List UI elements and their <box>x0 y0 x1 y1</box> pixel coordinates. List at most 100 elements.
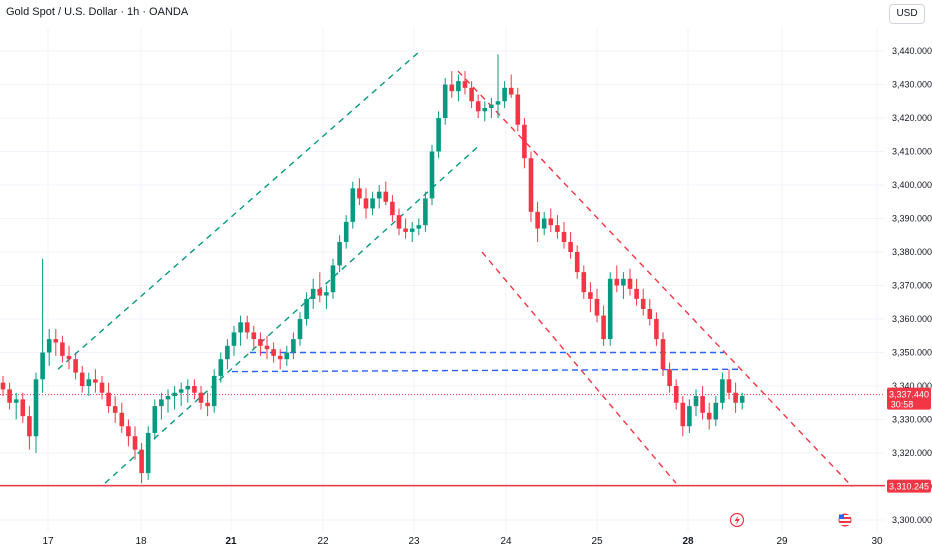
candle <box>40 258 45 393</box>
candles <box>0 54 745 484</box>
flag-icon-stripe <box>839 515 851 517</box>
x-tick-label: 23 <box>408 536 420 547</box>
support-badge-bg <box>887 479 931 493</box>
y-tick-label: 3,330.000 <box>892 415 932 425</box>
candle-body <box>251 332 257 340</box>
candle <box>574 245 580 279</box>
candle <box>720 372 725 410</box>
candle-body <box>218 359 224 376</box>
y-tick-label: 3,320.000 <box>892 448 932 458</box>
candle <box>680 396 686 437</box>
candle-body <box>522 124 527 159</box>
descending-channel-upper[interactable] <box>457 70 853 487</box>
candle <box>423 191 428 232</box>
candle <box>284 345 290 366</box>
candle-body <box>13 399 19 403</box>
candle-body <box>634 288 639 299</box>
candle <box>528 151 534 222</box>
candle <box>244 315 250 340</box>
candle <box>238 315 243 346</box>
candle <box>126 419 131 447</box>
y-tick-label: 3,360.000 <box>892 314 932 324</box>
candle <box>317 272 323 303</box>
x-tick-label: 22 <box>317 536 329 547</box>
lightning-icon[interactable] <box>729 512 745 528</box>
candle <box>693 389 699 417</box>
candle <box>436 111 441 159</box>
candle-body <box>436 118 441 152</box>
candle <box>304 292 309 326</box>
event-icons[interactable] <box>729 512 852 528</box>
candle-body <box>390 201 395 216</box>
candle <box>132 426 138 460</box>
candle-body <box>79 372 85 386</box>
candle-body <box>640 298 646 309</box>
candle-body <box>60 342 65 356</box>
symbol-title[interactable]: Gold Spot / U.S. Dollar · 1h · OANDA <box>6 6 189 18</box>
candle-body <box>145 432 151 474</box>
ascending-channel-upper[interactable] <box>57 50 421 370</box>
candle-body <box>40 352 45 380</box>
price-axis[interactable]: 3,300.0003,310.0003,320.0003,330.0003,34… <box>892 46 932 525</box>
candle <box>555 215 560 239</box>
candle <box>561 221 567 249</box>
candle <box>330 258 336 299</box>
candle <box>376 185 382 209</box>
candle <box>627 268 633 296</box>
resistance-zone-bottom[interactable] <box>231 368 741 373</box>
candle <box>495 54 501 118</box>
candle-body <box>0 382 6 390</box>
candle <box>357 178 362 206</box>
candle <box>218 352 224 383</box>
candle-body <box>271 349 276 356</box>
candle <box>106 382 111 413</box>
candle-body <box>508 87 514 95</box>
x-tick-label: 25 <box>591 536 603 547</box>
candle-body <box>376 191 382 199</box>
candle-body <box>475 101 481 112</box>
candle-body <box>706 412 712 420</box>
candle <box>700 386 705 420</box>
candle-body <box>73 359 78 373</box>
candle-body <box>27 416 32 437</box>
candle-body <box>330 265 336 293</box>
candle-body <box>172 392 177 397</box>
candle-body <box>528 158 534 212</box>
trend-drawings[interactable] <box>57 50 853 487</box>
y-tick-label: 3,300.000 <box>892 515 932 525</box>
candle-body <box>733 392 738 403</box>
candle-body <box>112 406 118 413</box>
candle <box>607 272 613 346</box>
candle <box>522 118 527 169</box>
candle-body <box>192 386 197 393</box>
candle <box>119 402 125 433</box>
time-axis[interactable]: 17 18 21 22 23 24 25 28 29 30 <box>42 536 883 547</box>
candle-body <box>343 221 349 242</box>
candle-body <box>53 339 59 343</box>
ascending-channel-lower[interactable] <box>104 144 481 484</box>
currency-selector[interactable]: USD <box>889 4 925 24</box>
candle <box>673 379 679 410</box>
candle <box>46 329 52 366</box>
candle-body <box>442 84 448 118</box>
candle-body <box>482 107 488 112</box>
candle-body <box>713 402 719 420</box>
candle <box>264 335 270 360</box>
candle-body <box>495 101 501 105</box>
candle <box>508 74 514 98</box>
candle <box>79 365 85 393</box>
candle <box>667 362 672 393</box>
candle <box>489 97 494 118</box>
candle <box>515 87 521 132</box>
candle-body <box>449 84 455 92</box>
candle-body <box>350 188 356 222</box>
descending-channel-lower[interactable] <box>481 251 677 484</box>
candle-body <box>383 191 389 202</box>
price-lines <box>0 394 885 487</box>
candle <box>535 201 540 242</box>
candle <box>251 325 257 350</box>
us-flag-icon[interactable] <box>838 513 852 527</box>
candle <box>60 335 65 363</box>
